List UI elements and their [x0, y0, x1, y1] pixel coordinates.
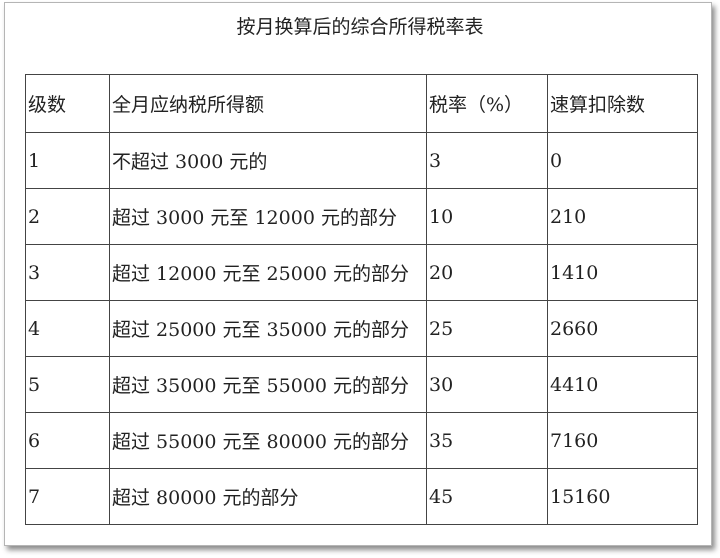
table-row: 4 超过 25000 元至 35000 元的部分 25 2660 [25, 300, 698, 357]
taxable-income-cell: 超过 3000 元至 12000 元的部分 [109, 188, 427, 245]
table-row: 1 不超过 3000 元的 3 0 [25, 132, 698, 189]
table-row: 2 超过 3000 元至 12000 元的部分 10 210 [25, 188, 698, 245]
tax-rate-cell: 25 [426, 300, 548, 357]
tax-rate-cell: 30 [426, 356, 548, 413]
level-cell: 4 [25, 300, 110, 357]
header-row: 级数 全月应纳税所得额 税率（%） 速算扣除数 [25, 74, 698, 133]
taxable-income-cell: 超过 55000 元至 80000 元的部分 [109, 412, 427, 469]
table-row: 5 超过 35000 元至 55000 元的部分 30 4410 [25, 356, 698, 413]
table-row: 6 超过 55000 元至 80000 元的部分 35 7160 [25, 412, 698, 469]
taxable-income-cell: 不超过 3000 元的 [109, 132, 427, 189]
table-row: 7 超过 80000 元的部分 45 15160 [25, 468, 698, 525]
tax-rate-cell: 10 [426, 188, 548, 245]
quick-deduction-cell: 2660 [547, 300, 698, 357]
taxable-income-cell: 超过 80000 元的部分 [109, 468, 427, 525]
header-tax-rate: 税率（%） [426, 74, 548, 133]
tax-rate-cell: 35 [426, 412, 548, 469]
tax-rate-cell: 20 [426, 244, 548, 301]
table-row: 3 超过 12000 元至 25000 元的部分 20 1410 [25, 244, 698, 301]
tax-rate-table: 级数 全月应纳税所得额 税率（%） 速算扣除数 1 不超过 3000 元的 3 0 2 超… [25, 74, 698, 525]
level-cell: 7 [25, 468, 110, 525]
taxable-income-cell: 超过 12000 元至 25000 元的部分 [109, 244, 427, 301]
level-cell: 1 [25, 132, 110, 189]
header-taxable-income: 全月应纳税所得额 [109, 74, 427, 133]
header-quick-deduction: 速算扣除数 [547, 74, 698, 133]
header-level: 级数 [25, 74, 110, 133]
quick-deduction-cell: 0 [547, 132, 698, 189]
taxable-income-cell: 超过 35000 元至 55000 元的部分 [109, 356, 427, 413]
taxable-income-cell: 超过 25000 元至 35000 元的部分 [109, 300, 427, 357]
tax-rate-cell: 45 [426, 468, 548, 525]
level-cell: 6 [25, 412, 110, 469]
tax-rate-cell: 3 [426, 132, 548, 189]
quick-deduction-cell: 210 [547, 188, 698, 245]
level-cell: 5 [25, 356, 110, 413]
table-title: 按月换算后的综合所得税率表 [236, 16, 484, 38]
quick-deduction-cell: 4410 [547, 356, 698, 413]
level-cell: 3 [25, 244, 110, 301]
quick-deduction-cell: 1410 [547, 244, 698, 301]
level-cell: 2 [25, 188, 110, 245]
quick-deduction-cell: 7160 [547, 412, 698, 469]
quick-deduction-cell: 15160 [547, 468, 698, 525]
